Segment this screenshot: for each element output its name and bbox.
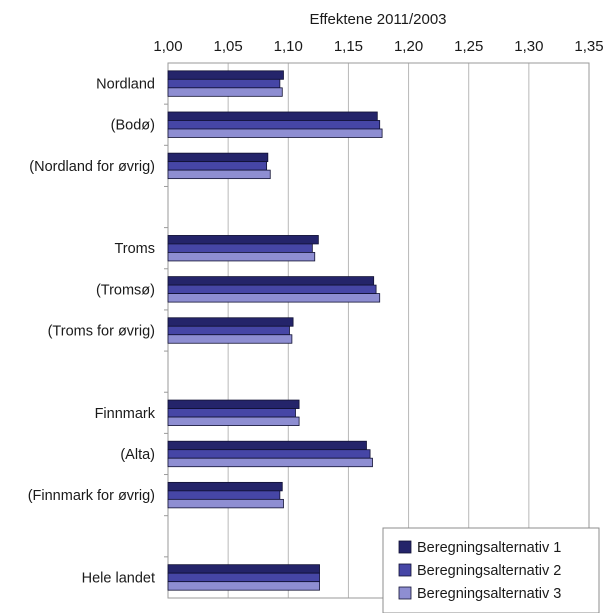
x-axis-title: Effektene 2011/2003 — [309, 11, 446, 28]
bar — [167, 481, 283, 492]
category-label: Hele landet — [82, 570, 155, 586]
bar — [167, 408, 296, 418]
bar — [167, 120, 381, 130]
category-label: (Troms for øvrig) — [48, 324, 155, 340]
bar — [167, 70, 284, 80]
category-label: Troms — [114, 241, 155, 257]
category-labels: Nordland (Bodø) (Nordland for øvrig) Troms (… — [28, 77, 156, 587]
x-tick-label: 1,30 — [514, 38, 543, 55]
bar — [167, 498, 284, 509]
bar — [167, 572, 320, 583]
category-label: (Nordland for øvrig) — [29, 159, 155, 175]
x-tick-label: 1,05 — [214, 38, 243, 55]
x-tick-label: 1,10 — [274, 38, 303, 55]
gridlines — [164, 62, 590, 599]
bar — [167, 440, 367, 451]
bar — [167, 325, 290, 336]
bar — [167, 276, 375, 286]
bar — [167, 449, 371, 459]
bar — [167, 161, 268, 171]
bar — [167, 87, 283, 97]
legend-label: Beregningsalternativ 1 — [417, 540, 561, 556]
bar — [167, 235, 319, 245]
legend-label: Beregningsalternativ 2 — [417, 563, 561, 579]
legend: Beregningsalternativ 1 Beregningsalternat… — [382, 527, 600, 613]
x-tick-label: 1,00 — [153, 38, 182, 55]
category-label: (Alta) — [120, 447, 155, 463]
bars — [167, 70, 383, 591]
bar — [167, 457, 373, 468]
bar — [167, 399, 300, 409]
bar — [167, 334, 293, 344]
bar — [167, 284, 377, 294]
legend-label: Beregningsalternativ 3 — [417, 586, 561, 602]
category-label: (Tromsø) — [96, 282, 155, 298]
bar — [167, 243, 313, 253]
bar — [167, 169, 271, 180]
bar — [167, 317, 294, 327]
x-tick-label: 1,35 — [574, 38, 603, 55]
bar — [167, 128, 383, 138]
bar — [167, 111, 378, 121]
legend-swatch — [398, 586, 412, 600]
category-label: Nordland — [96, 77, 155, 93]
bar — [167, 581, 320, 591]
x-tick-label: 1,15 — [334, 38, 363, 55]
bar — [167, 293, 381, 303]
x-tick-label: 1,25 — [454, 38, 483, 55]
bar — [167, 252, 316, 262]
legend-box — [382, 527, 600, 613]
category-label: Finnmark — [95, 406, 156, 422]
bar — [167, 78, 281, 89]
bar — [167, 490, 281, 500]
bar — [167, 564, 320, 574]
legend-swatch — [398, 540, 412, 554]
legend-swatch — [398, 563, 412, 577]
bar — [167, 416, 300, 426]
x-tick-label: 1,20 — [394, 38, 423, 55]
category-label: (Bodø) — [111, 118, 155, 134]
bar — [167, 152, 269, 163]
x-tick-labels: 1,00 1,05 1,10 1,15 1,20 1,25 1,30 1,35 — [153, 38, 603, 55]
category-label: (Finnmark for øvrig) — [28, 488, 155, 504]
